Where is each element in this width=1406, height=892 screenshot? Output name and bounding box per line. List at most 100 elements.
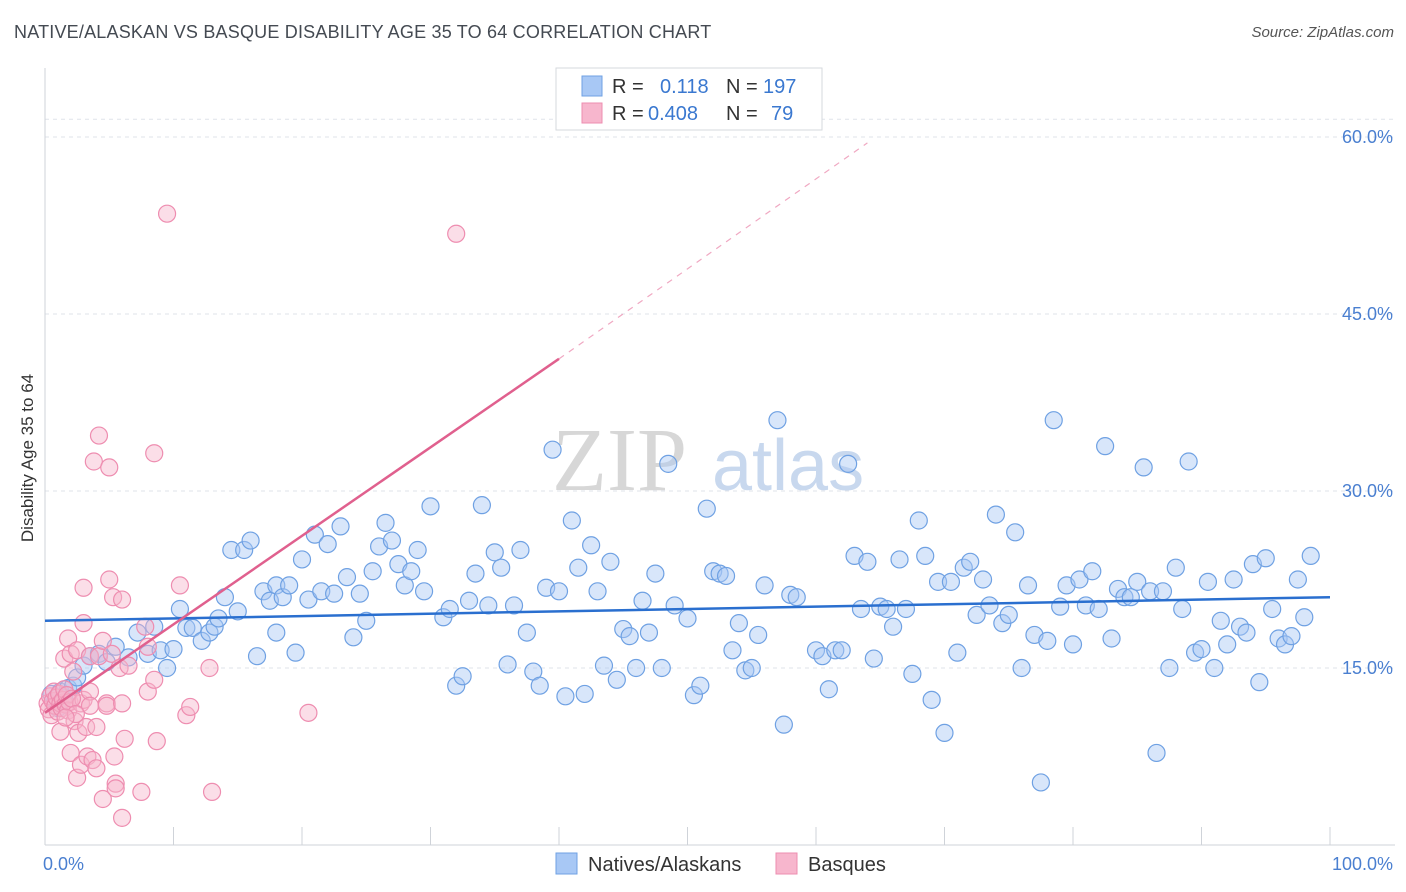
point-natives <box>626 658 646 678</box>
legend-swatch-natives <box>581 75 603 97</box>
point-natives <box>864 649 883 668</box>
legend-swatch-basques <box>581 102 603 124</box>
point-natives <box>961 552 980 571</box>
trend-basques-extension <box>558 142 868 360</box>
point-natives <box>447 676 466 695</box>
y-tick-label: 30.0% <box>1342 481 1393 501</box>
point-natives <box>1128 572 1147 591</box>
point-natives <box>453 667 472 686</box>
point-natives <box>1063 635 1083 654</box>
point-natives <box>569 558 588 577</box>
point-basques <box>157 204 177 223</box>
basques-points <box>38 204 466 827</box>
point-natives <box>331 517 350 536</box>
point-natives <box>74 656 93 675</box>
x-tick-label-min: 0.0% <box>43 854 84 874</box>
point-natives <box>697 499 716 518</box>
point-natives <box>350 584 369 603</box>
point-natives <box>402 562 421 581</box>
point-natives <box>896 599 916 619</box>
y-tick-labels: 15.0% 30.0% 45.0% 60.0% <box>1342 127 1393 678</box>
point-natives <box>1006 523 1025 542</box>
point-natives <box>742 658 761 678</box>
point-basques <box>112 590 132 609</box>
point-natives <box>575 684 594 704</box>
watermark-zip: ZIP <box>552 411 687 510</box>
point-natives <box>517 623 536 642</box>
point-natives <box>787 588 806 607</box>
point-basques <box>115 729 134 748</box>
legend-r-label-basques: R = <box>612 103 644 125</box>
point-natives <box>466 564 485 583</box>
point-natives <box>922 690 941 709</box>
point-natives <box>1153 582 1173 601</box>
point-natives <box>414 582 434 601</box>
legend-n-label-basques: N = <box>726 103 758 125</box>
point-natives <box>222 540 241 560</box>
stats-legend: R = 0.118 N = 197 R = 0.408 N = 79 <box>555 67 823 131</box>
point-basques <box>299 703 318 722</box>
point-natives <box>909 511 928 530</box>
point-natives <box>858 552 877 571</box>
point-natives <box>1012 658 1031 678</box>
point-natives <box>749 625 768 645</box>
point-basques <box>74 578 93 597</box>
point-natives <box>363 562 382 581</box>
point-basques <box>64 662 83 681</box>
point-natives <box>1224 570 1243 589</box>
point-natives <box>1089 599 1108 619</box>
point-natives <box>646 564 665 583</box>
point-natives <box>678 609 697 628</box>
point-natives <box>1263 599 1282 619</box>
point-natives <box>1256 549 1275 568</box>
point-natives <box>1031 773 1050 792</box>
y-tick-label: 45.0% <box>1342 304 1393 324</box>
point-natives <box>459 591 479 610</box>
point-natives <box>1083 562 1102 581</box>
point-basques <box>106 774 125 793</box>
point-natives <box>1288 570 1307 589</box>
point-natives <box>633 591 652 610</box>
point-natives <box>774 715 793 734</box>
point-natives <box>485 543 504 562</box>
point-natives <box>903 664 922 684</box>
point-natives <box>556 687 575 706</box>
axes <box>44 68 1395 846</box>
point-natives <box>325 584 344 603</box>
point-natives <box>511 540 530 560</box>
point-basques <box>181 697 200 717</box>
point-basques <box>145 670 164 689</box>
point-natives <box>826 641 845 660</box>
point-natives <box>337 568 357 587</box>
point-natives <box>1166 558 1185 577</box>
point-basques <box>132 782 151 802</box>
legend-n-value-natives: 197 <box>763 76 796 98</box>
point-natives <box>916 546 935 566</box>
point-basques <box>93 789 112 809</box>
point-basques <box>65 711 84 731</box>
point-natives <box>235 540 254 560</box>
point-natives <box>344 628 363 647</box>
point-natives <box>1147 743 1166 763</box>
source-label: Source: ZipAtlas.com <box>1251 24 1394 41</box>
trend-basques <box>44 357 560 714</box>
point-natives <box>768 411 787 430</box>
point-natives <box>504 596 524 615</box>
point-natives <box>729 614 749 633</box>
point-basques <box>170 576 190 595</box>
point-natives <box>928 572 948 591</box>
point-natives <box>1160 658 1179 678</box>
point-basques <box>74 614 93 633</box>
point-natives <box>292 550 312 569</box>
point-natives <box>318 534 337 554</box>
point-natives <box>652 658 671 678</box>
x-tick-label-max: 100.0% <box>1332 854 1393 874</box>
point-natives <box>986 505 1006 524</box>
point-natives <box>883 617 903 636</box>
point-natives <box>665 596 684 615</box>
point-basques <box>105 747 124 766</box>
point-natives <box>549 582 569 601</box>
point-basques <box>147 732 166 751</box>
point-basques <box>138 682 157 701</box>
chart-title: NATIVE/ALASKAN VS BASQUE DISABILITY AGE … <box>14 22 712 42</box>
